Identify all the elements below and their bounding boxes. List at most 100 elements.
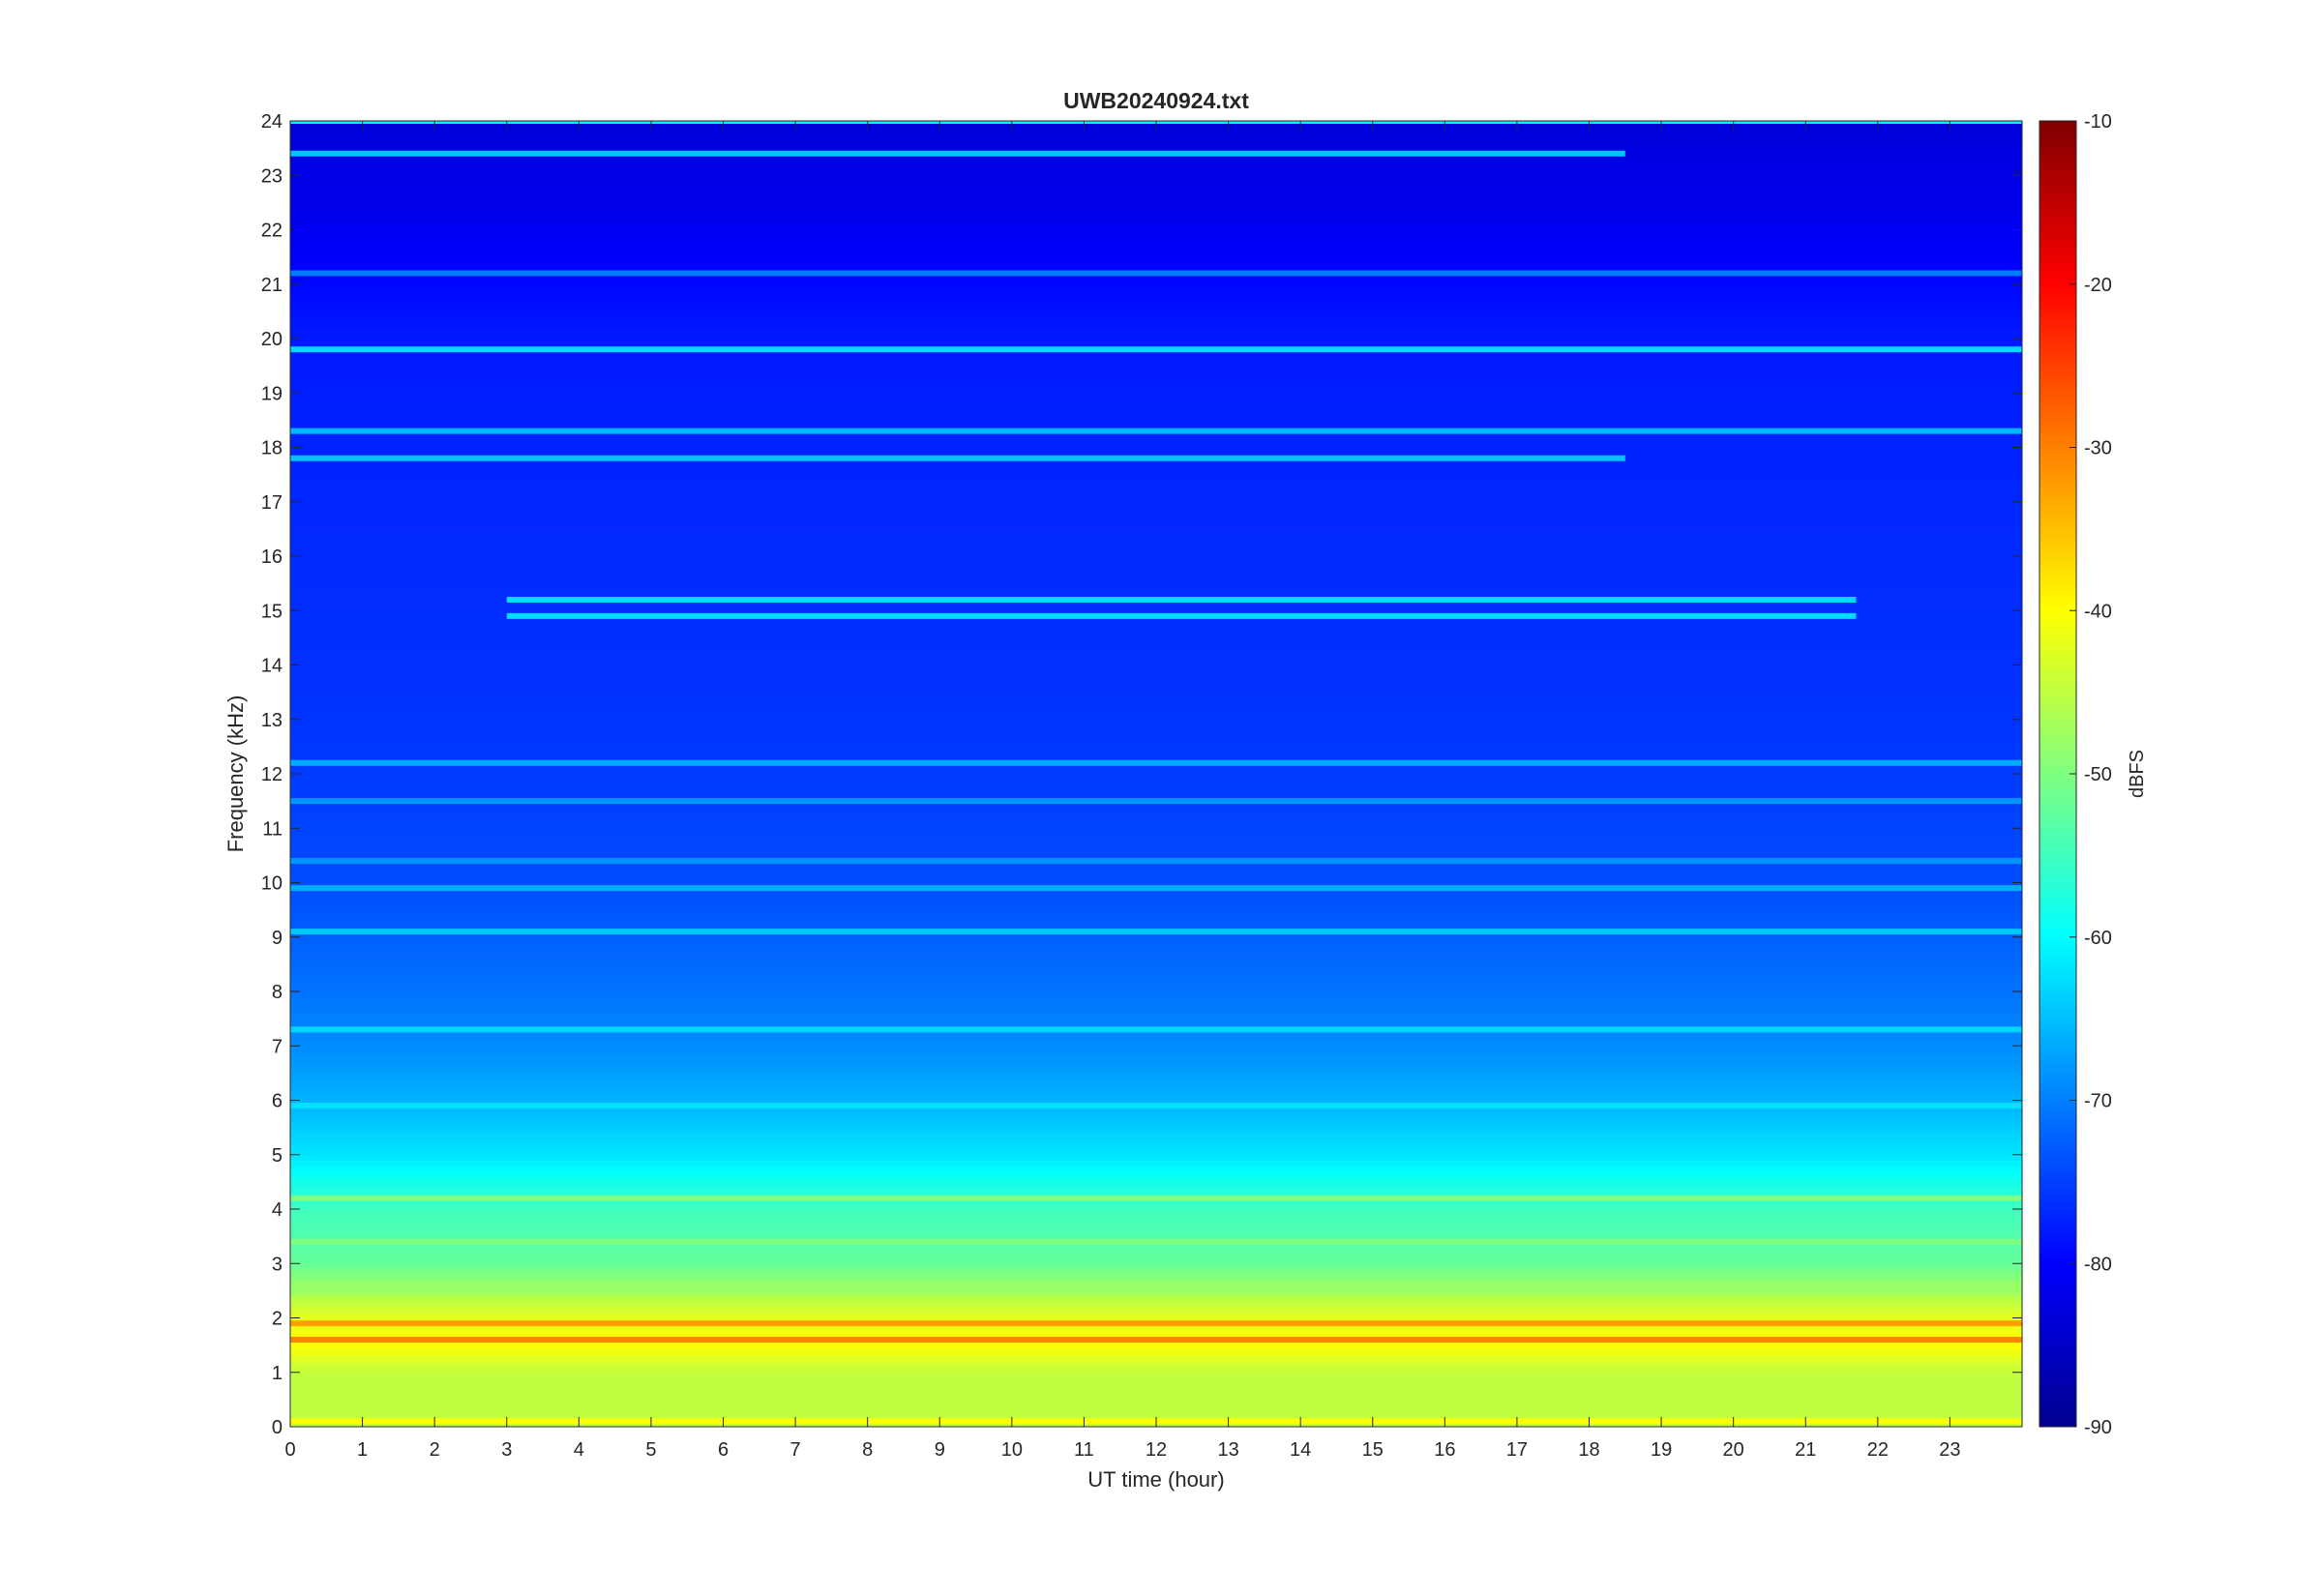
- spectrogram-band: [290, 768, 2022, 775]
- colorbar-tick-label: -50: [2084, 764, 2112, 785]
- spectrogram-band: [290, 403, 2022, 410]
- spectrogram-band: [290, 953, 2022, 960]
- x-tick-label: 5: [645, 1439, 656, 1461]
- spectrogram-band: [290, 801, 2022, 808]
- spectrogram-band: [290, 833, 2022, 841]
- spectrogram-band: [290, 517, 2022, 524]
- spectrogram-band: [290, 1312, 2022, 1319]
- spectrogram-band: [290, 496, 2022, 503]
- spectrogram-band: [290, 1138, 2022, 1145]
- chart-title: UWB20240924.txt: [1063, 88, 1249, 113]
- spectrogram-band: [290, 1013, 2022, 1020]
- spectrogram-band: [290, 1116, 2022, 1123]
- spectrogram-band: [290, 322, 2022, 329]
- spectrogram-band: [290, 681, 2022, 688]
- spectrogram-band: [290, 376, 2022, 383]
- spectrogram-band: [290, 229, 2022, 236]
- spectrogram-band: [290, 931, 2022, 938]
- y-tick-label: 22: [261, 221, 283, 242]
- spectrogram-band: [290, 577, 2022, 584]
- x-tick-label: 2: [430, 1439, 440, 1461]
- emission-line: [290, 885, 2022, 892]
- spectrogram-band: [290, 1350, 2022, 1357]
- spectrogram-band: [290, 1296, 2022, 1303]
- colorbar-tick-label: -30: [2084, 438, 2112, 459]
- spectrogram-band: [290, 1166, 2022, 1172]
- spectrogram-band: [290, 822, 2022, 829]
- spectrogram-band: [290, 1367, 2022, 1374]
- spectrogram-band: [290, 436, 2022, 443]
- spectrogram-band: [290, 1197, 2022, 1204]
- spectrogram-band: [290, 545, 2022, 551]
- spectrogram-band: [290, 1154, 2022, 1161]
- spectrogram-band: [290, 1143, 2022, 1150]
- spectrogram-band: [290, 175, 2022, 182]
- emission-line: [290, 150, 1625, 157]
- spectrogram-emission-lines: [290, 121, 2022, 1425]
- spectrogram-band: [290, 920, 2022, 928]
- x-tick-label: 17: [1506, 1439, 1528, 1461]
- spectrogram-band: [290, 262, 2022, 269]
- spectrogram-band: [290, 480, 2022, 487]
- spectrogram-band: [290, 1225, 2022, 1232]
- spectrogram-band: [290, 366, 2022, 372]
- spectrogram-band: [290, 876, 2022, 884]
- spectrogram-band: [290, 279, 2022, 285]
- spectrogram-band: [290, 490, 2022, 497]
- spectrogram-band: [290, 463, 2022, 470]
- colorbar: -90 -80 -70 -60 -50 -40 -30 -20 -10 dBFS: [2039, 111, 2148, 1438]
- spectrogram-band: [290, 1181, 2022, 1189]
- spectrogram-band: [290, 1067, 2022, 1074]
- emission-line: [506, 612, 1857, 619]
- spectrogram-plot-area: [290, 121, 2022, 1427]
- spectrogram-band: [290, 1007, 2022, 1015]
- spectrogram-band: [290, 1399, 2022, 1406]
- colorbar-tick-label: -70: [2084, 1091, 2112, 1112]
- y-tick-label: 17: [261, 492, 283, 514]
- x-tick-label: 12: [1146, 1439, 1167, 1461]
- spectrogram-band: [290, 1214, 2022, 1221]
- emission-line: [506, 597, 1857, 603]
- spectrogram-band: [290, 447, 2022, 454]
- spectrogram-band: [290, 1263, 2022, 1270]
- spectrogram-band: [290, 1046, 2022, 1052]
- spectrogram-band: [290, 1394, 2022, 1401]
- spectrogram-band: [290, 283, 2022, 290]
- y-tick-label: 24: [261, 111, 283, 133]
- spectrogram-band: [290, 393, 2022, 399]
- spectrogram-band: [290, 741, 2022, 748]
- spectrogram-band: [290, 724, 2022, 731]
- x-tick-label: 1: [357, 1439, 368, 1461]
- x-tick-label: 23: [1939, 1439, 1960, 1461]
- y-tick-label: 14: [261, 656, 283, 677]
- spectrogram-band: [290, 714, 2022, 721]
- spectrogram-band: [290, 136, 2022, 144]
- x-tick-label: 6: [718, 1439, 729, 1461]
- spectrogram-band: [290, 670, 2022, 677]
- spectrogram-band: [290, 192, 2022, 198]
- x-tick-label: 21: [1795, 1439, 1816, 1461]
- spectrogram-band: [290, 1388, 2022, 1395]
- spectrogram-band: [290, 959, 2022, 965]
- spectrogram-band: [290, 899, 2022, 905]
- spectrogram-band: [290, 534, 2022, 541]
- y-tick-label: 13: [261, 710, 283, 731]
- spectrogram-band: [290, 1106, 2022, 1112]
- spectrogram-band: [290, 349, 2022, 356]
- x-tick-label: 9: [935, 1439, 945, 1461]
- emission-line: [290, 1287, 2022, 1294]
- x-tick-label: 20: [1723, 1439, 1744, 1461]
- spectrogram-band: [290, 643, 2022, 650]
- colorbar-ticks: -90 -80 -70 -60 -50 -40 -30 -20 -10: [2069, 111, 2112, 1438]
- x-tick-label: 18: [1578, 1439, 1599, 1461]
- spectrogram-band: [290, 458, 2022, 464]
- spectrogram-band: [290, 1257, 2022, 1264]
- emission-line: [290, 346, 2022, 353]
- spectrogram-band: [290, 963, 2022, 971]
- emission-line: [290, 1103, 2022, 1109]
- spectrogram-band: [290, 360, 2022, 367]
- spectrogram-band: [290, 213, 2022, 220]
- spectrogram-band: [290, 528, 2022, 536]
- x-tick-label: 15: [1362, 1439, 1384, 1461]
